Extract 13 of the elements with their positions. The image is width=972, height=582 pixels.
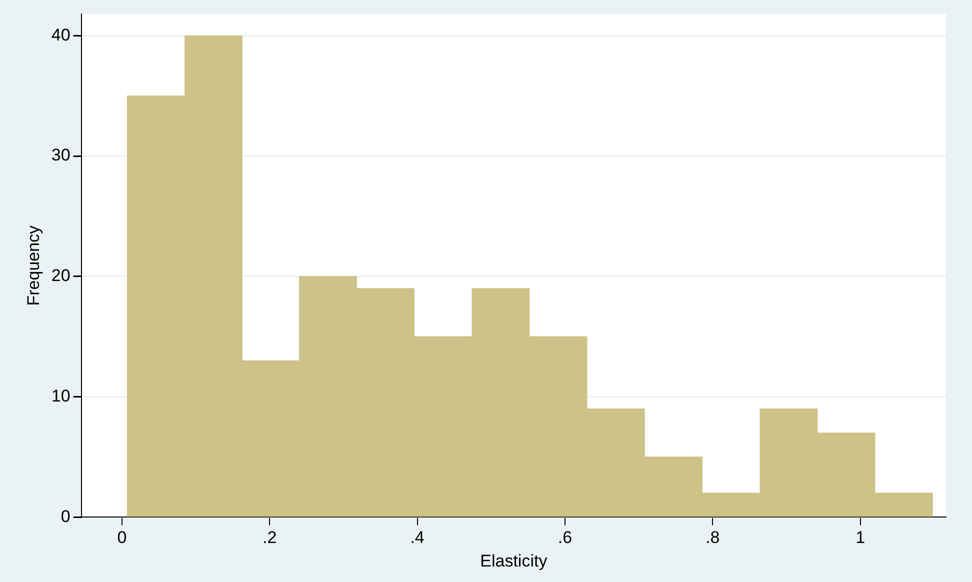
y-tick-label: 30 [51, 146, 70, 165]
x-tick-label: 0 [117, 528, 127, 548]
x-tick-label: .2 [262, 528, 277, 548]
y-tick-label: 20 [51, 266, 70, 286]
y-axis-title: Frequency [24, 224, 43, 306]
x-axis-title: Elasticity [480, 551, 548, 570]
y-tick-label: 10 [51, 386, 70, 406]
x-tick-label: .8 [706, 528, 720, 548]
y-tick-label: 40 [51, 25, 70, 44]
x-tick-label: .4 [410, 528, 424, 548]
x-tick-label: 1 [856, 528, 866, 548]
x-tick-label: .6 [558, 528, 572, 548]
y-tick-label: 0 [60, 506, 70, 526]
